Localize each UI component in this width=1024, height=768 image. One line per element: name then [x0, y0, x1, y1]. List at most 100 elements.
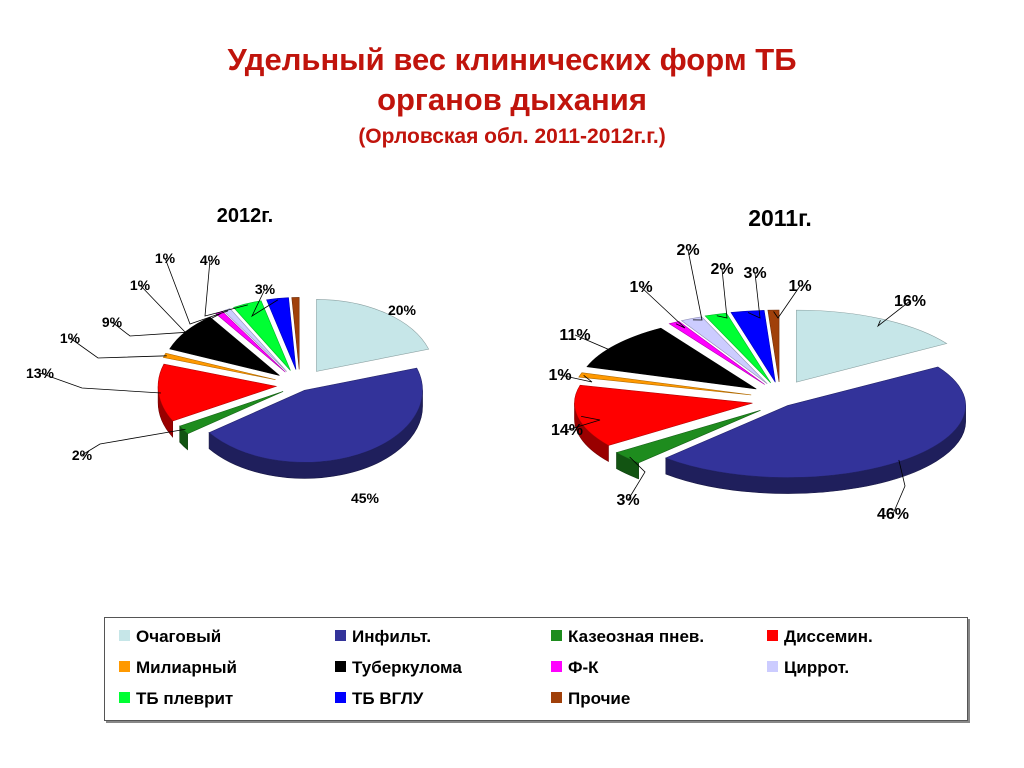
- legend-item: Туберкулома: [335, 658, 462, 678]
- legend-label: Циррот.: [784, 658, 850, 677]
- leader-line: [574, 334, 619, 351]
- legend-item: Ф-К: [551, 658, 599, 678]
- data-label: 46%: [877, 506, 909, 523]
- slice-Милиарный: [162, 352, 276, 381]
- slice-Прочие: [291, 297, 300, 370]
- pie-title-1: 2011г.: [748, 205, 812, 231]
- legend: Очаговый Инфильт. Казеозная пнев. Диссемин.…: [104, 617, 968, 721]
- data-label: 13%: [26, 365, 55, 381]
- legend-label: Инфильт.: [352, 627, 432, 646]
- slice-Туберкулома: [586, 327, 757, 390]
- legend-item: Инфильт.: [335, 627, 431, 647]
- data-label: 16%: [894, 293, 926, 310]
- legend-swatch: [335, 692, 346, 703]
- slice-Казеозная пнев.: [179, 391, 284, 435]
- data-label: 2%: [710, 261, 733, 278]
- slice-ТБ ВГЛУ: [266, 297, 297, 370]
- leader-line: [559, 374, 593, 383]
- legend-label: Очаговый: [136, 627, 222, 646]
- legend-label: Ф-К: [568, 658, 599, 677]
- legend-swatch: [335, 630, 346, 641]
- legend-label: Милиарный: [136, 658, 237, 677]
- leader-line: [566, 415, 601, 431]
- leader-line: [640, 286, 686, 329]
- legend-label: ТБ плеврит: [136, 689, 234, 708]
- slice-ТБ ВГЛУ: [730, 310, 776, 383]
- legend-item: Казеозная пнев.: [551, 627, 704, 647]
- leader-line: [69, 337, 167, 359]
- legend-swatch: [767, 630, 778, 641]
- leader-line: [251, 288, 279, 318]
- legend-item: Милиарный: [119, 658, 237, 678]
- legend-item: ТБ ВГЛУ: [335, 689, 423, 709]
- chart-subtitle: (Орловская обл. 2011-2012г.г.): [358, 125, 666, 148]
- data-label: 1%: [130, 277, 151, 293]
- legend-swatch: [551, 692, 562, 703]
- legend-label: Прочие: [568, 689, 631, 708]
- legend-swatch: [551, 630, 562, 641]
- leader-line: [773, 285, 801, 319]
- data-label: 1%: [788, 278, 811, 295]
- leader-line: [139, 284, 221, 333]
- slice-Прочие: [767, 309, 780, 383]
- data-label: 3%: [743, 265, 766, 282]
- leader-line: [204, 259, 248, 317]
- slice-Казеозная пнев.: [615, 410, 761, 464]
- leader-line: [877, 300, 911, 328]
- slice-Ф-К: [668, 321, 765, 385]
- legend-label: Диссемин.: [784, 627, 873, 646]
- slice-Инфильт.: [665, 366, 966, 478]
- data-label: 3%: [255, 281, 276, 297]
- chart-title-line1: Удельный вес клинических форм ТБ: [227, 42, 797, 77]
- data-label: 4%: [200, 252, 221, 268]
- legend-label: Казеозная пнев.: [568, 627, 705, 646]
- legend-label: ТБ ВГЛУ: [352, 689, 424, 708]
- legend-swatch: [767, 661, 778, 672]
- slice-Диссемин.: [574, 384, 753, 446]
- data-label: 11%: [559, 327, 590, 344]
- legend-swatch: [119, 630, 130, 641]
- legend-item: Прочие: [551, 689, 630, 709]
- leader-line: [627, 456, 646, 501]
- legend-swatch: [119, 692, 130, 703]
- leader-line: [747, 272, 761, 319]
- slice-Инфильт.: [208, 367, 423, 463]
- slice-ТБ плеврит: [233, 300, 291, 371]
- data-label: 14%: [551, 422, 583, 439]
- chart-title-line2: органов дыхания: [377, 82, 647, 117]
- legend-item: Очаговый: [119, 627, 221, 647]
- data-label: 3%: [616, 492, 639, 509]
- pie-title-0: 2012г.: [217, 205, 273, 227]
- data-label: 20%: [388, 302, 417, 318]
- data-label: 1%: [60, 330, 81, 346]
- legend-item: Диссемин.: [767, 627, 873, 647]
- leader-line: [81, 428, 186, 456]
- leader-line: [39, 372, 162, 394]
- legend-swatch: [551, 661, 562, 672]
- leader-line: [716, 268, 728, 319]
- data-label: 9%: [102, 314, 123, 330]
- legend-item: ТБ плеврит: [119, 689, 233, 709]
- title-block: Удельный вес клинических форм ТБ органов…: [0, 40, 1024, 152]
- data-label: 2%: [72, 447, 93, 463]
- leader-line: [687, 249, 703, 321]
- legend-item: Циррот.: [767, 658, 849, 678]
- pie-chart-0: 2012г.20%45%2%13%1%9%1%1% 4%3%: [26, 205, 430, 506]
- leader-line: [111, 321, 189, 337]
- leader-line: [164, 257, 229, 325]
- slice-Милиарный: [578, 372, 752, 396]
- legend-label: Туберкулома: [352, 658, 462, 677]
- legend-swatch: [335, 661, 346, 672]
- slice-Очаговый: [796, 309, 948, 383]
- data-label: 2%: [676, 242, 699, 259]
- data-label: 45%: [351, 490, 380, 506]
- legend-swatch: [119, 661, 130, 672]
- data-label: 1%: [155, 250, 176, 266]
- pie-chart-1: 2011г. 16% 46% 3% 14% 1% 11% 1% 2% 2% 3% 1%: [548, 205, 966, 523]
- slice-Очаговый: [316, 299, 430, 372]
- slice-Циррот.: [222, 308, 287, 372]
- leader-line: [892, 459, 906, 515]
- data-label: 1%: [548, 367, 571, 384]
- data-label: 1%: [629, 279, 652, 296]
